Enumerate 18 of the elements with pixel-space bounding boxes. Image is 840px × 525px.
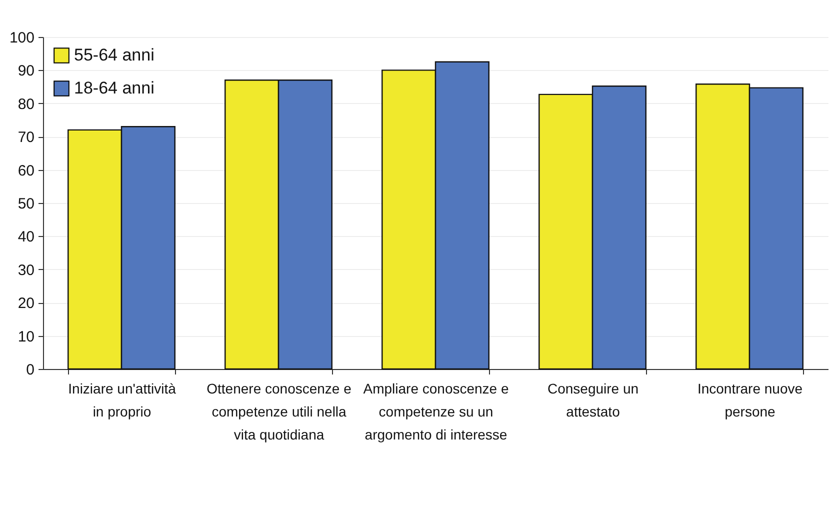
y-tick-label: 100 bbox=[9, 30, 34, 46]
y-tick-label: 70 bbox=[18, 129, 34, 146]
y-tick-label: 30 bbox=[18, 262, 34, 279]
y-tick-label: 90 bbox=[18, 62, 34, 80]
legend-label: 55-64 anni bbox=[74, 46, 154, 64]
x-tick-label: Iniziare un'attività in proprio bbox=[68, 380, 176, 420]
x-tick-label: Ampliare conoscenze e competenze su un argomento di interesse bbox=[363, 380, 509, 442]
y-tick-label: 60 bbox=[18, 162, 34, 180]
y-tick-label: 10 bbox=[18, 328, 34, 346]
y-tick-label: 0 bbox=[26, 362, 34, 378]
legend-label: 18-64 anni bbox=[74, 78, 154, 98]
x-tick-label: Ottenere conoscenze e competenze utili nella vita quotidiana bbox=[206, 380, 352, 442]
y-tick-label: 40 bbox=[18, 228, 34, 246]
x-tick-label: Incontrare nuove persone bbox=[697, 380, 803, 420]
y-tick-label: 80 bbox=[18, 96, 34, 113]
y-tick-label: 50 bbox=[18, 196, 34, 212]
x-tick-label: Conseguire un attestato bbox=[547, 380, 639, 420]
y-tick-label: 20 bbox=[18, 295, 34, 312]
